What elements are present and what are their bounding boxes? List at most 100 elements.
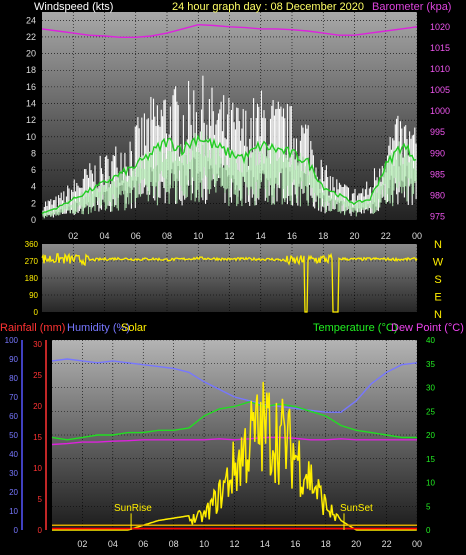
windspeed-x-tick: 04: [99, 231, 109, 241]
windspeed-x-tick: 12: [224, 231, 234, 241]
humidity-y-tick: 30: [9, 469, 18, 478]
rainfall-y-tick: 5: [38, 495, 43, 504]
humidity-y-tick: 70: [9, 393, 18, 402]
barometer-y-tick: 990: [430, 148, 445, 158]
climate-x-tick: 08: [169, 539, 179, 549]
direction-y-tick: 0: [34, 308, 39, 317]
humidity-y-tick: 80: [9, 374, 18, 383]
rainfall-y-tick: 25: [33, 371, 42, 380]
compass-label: N: [434, 309, 442, 321]
barometer-line: [41, 23, 418, 38]
humidity-y-tick: 50: [9, 431, 18, 440]
windspeed-x-tick: 14: [256, 231, 266, 241]
humidity-y-tick: 60: [9, 412, 18, 421]
barometer-y-tick: 995: [430, 127, 445, 137]
direction-series: [41, 252, 418, 313]
humidity-y-tick: 40: [9, 450, 18, 459]
rainfall-y-tick: 15: [33, 433, 42, 442]
temperature-y-tick: 25: [426, 407, 435, 416]
climate-x-tick: 18: [321, 539, 331, 549]
barometer-y-tick: 1000: [430, 106, 450, 116]
annotation-sunset: SunSet: [340, 503, 373, 514]
windspeed-y-tick: 18: [26, 65, 36, 75]
legend-dewpoint: Dew Point (°C): [391, 322, 464, 334]
humidity-y-tick: 100: [5, 336, 19, 345]
windspeed-x-tick: 00: [412, 231, 422, 241]
humidity-line: [51, 358, 418, 413]
climate-x-tick: 20: [351, 539, 361, 549]
temperature-y-tick: 10: [426, 479, 435, 488]
windspeed-y-tick: 22: [26, 32, 36, 42]
direction-grid: [42, 244, 418, 312]
climate-axis-ticks: 02 04 06 08 10 12 14 16 18 20 22 000510152025303540…: [5, 336, 436, 549]
windspeed-x-tick: 18: [318, 231, 328, 241]
climate-x-tick: 02: [77, 539, 87, 549]
windspeed-y-tick: 20: [26, 49, 36, 59]
windspeed-y-tick: 16: [26, 82, 36, 92]
compass-label: S: [434, 274, 441, 286]
windspeed-y-tick: 14: [26, 99, 36, 109]
windspeed-series: [41, 23, 418, 219]
compass-label: W: [433, 257, 444, 269]
direction-y-tick: 90: [29, 291, 38, 300]
temperature-y-tick: 35: [426, 360, 435, 369]
windspeed-plot-area: [42, 12, 417, 220]
barometer-y-tick: 1015: [430, 43, 450, 53]
direction-y-tick: 270: [25, 257, 39, 266]
temperature-line: [51, 401, 417, 441]
windspeed-y-tick: 2: [31, 198, 36, 208]
legend-rainfall: Rainfall (mm): [0, 322, 65, 334]
climate-x-tick: 12: [229, 539, 239, 549]
rainfall-y-tick: 0: [38, 526, 43, 535]
climate-x-tick: 00: [412, 539, 422, 549]
windspeed-axis-ticks: 02 04 06 08 10 12 14 16 18 20 22 000246810121416182…: [26, 15, 450, 241]
barometer-axis-label: Barometer (kpa): [372, 1, 451, 13]
temperature-y-tick: 0: [426, 526, 431, 535]
windspeed-y-tick: 10: [26, 132, 36, 142]
windspeed-x-tick: 06: [131, 231, 141, 241]
windspeed-y-tick: 24: [26, 15, 36, 25]
windspeed-y-tick: 6: [31, 165, 36, 175]
barometer-y-tick: 1020: [430, 22, 450, 32]
climate-x-tick: 10: [199, 539, 209, 549]
windspeed-x-tick: 02: [68, 231, 78, 241]
windspeed-x-tick: 16: [287, 231, 297, 241]
climate-series: [51, 358, 418, 531]
barometer-y-tick: 1005: [430, 85, 450, 95]
windspeed-y-tick: 0: [31, 215, 36, 225]
temperature-y-tick: 30: [426, 384, 435, 393]
temperature-y-tick: 40: [426, 336, 435, 345]
windspeed-y-tick: 8: [31, 148, 36, 158]
barometer-y-tick: 975: [430, 212, 445, 222]
windspeed-x-tick: 08: [162, 231, 172, 241]
legend-humidity: Humidity (%): [67, 322, 130, 334]
barometer-y-tick: 985: [430, 169, 445, 179]
climate-x-tick: 06: [138, 539, 148, 549]
rainfall-y-tick: 10: [33, 464, 42, 473]
average-wind-line: [41, 133, 417, 215]
rainfall-y-tick: 30: [33, 340, 42, 349]
compass-label: E: [434, 292, 441, 304]
direction-y-tick: 180: [25, 274, 39, 283]
legend-solar: Solar: [121, 322, 147, 334]
climate-x-tick: 22: [382, 539, 392, 549]
direction-y-tick: 360: [25, 240, 39, 249]
solar-line: [52, 381, 417, 531]
legend-temperature: Temperature (°C): [313, 322, 397, 334]
rainfall-y-tick: 20: [33, 402, 42, 411]
climate-x-tick: 14: [260, 539, 270, 549]
humidity-y-tick: 0: [14, 526, 19, 535]
temperature-y-tick: 20: [426, 431, 435, 440]
humidity-y-tick: 90: [9, 355, 18, 364]
humidity-y-tick: 20: [9, 488, 18, 497]
windspeed-x-tick: 20: [349, 231, 359, 241]
chart-title: 24 hour graph day : 08 December 2020: [172, 1, 364, 13]
dewpoint-line: [51, 436, 417, 446]
temperature-y-tick: 15: [426, 455, 435, 464]
climate-x-tick: 04: [108, 539, 118, 549]
annotation-sunrise: SunRise: [114, 503, 152, 514]
windspeed-grid: [42, 12, 418, 220]
barometer-y-tick: 1010: [430, 64, 450, 74]
